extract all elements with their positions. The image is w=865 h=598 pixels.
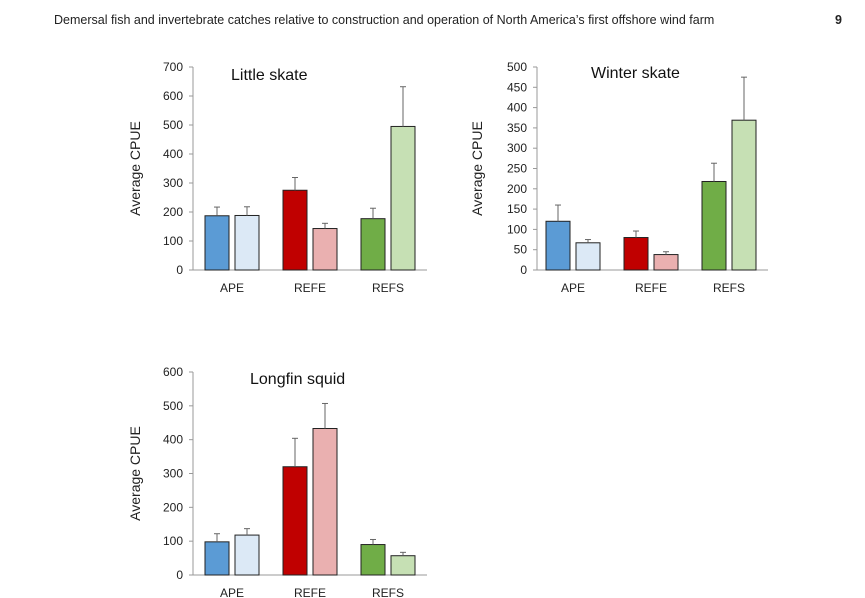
y-tick-label: 200: [163, 500, 183, 514]
y-tick-label: 0: [520, 263, 527, 277]
x-category-label-ape: APE: [561, 281, 585, 295]
y-tick-label: 300: [163, 176, 183, 190]
bar-refe-second: [312, 428, 338, 576]
chart-title: Winter skate: [591, 65, 680, 82]
x-category-label-refs: REFS: [713, 281, 745, 295]
bar-refs-first: [360, 544, 386, 576]
y-tick-label: 0: [176, 568, 183, 582]
bar-refs-second: [390, 125, 416, 271]
chart-winter-skate: 0 50 100 150 200 250 300 350 400 450 500 Average CP…: [469, 60, 768, 295]
chart-title: Little skate: [231, 67, 308, 84]
x-category-label-refe: REFE: [294, 586, 326, 598]
y-tick-label: 150: [507, 202, 527, 216]
bar-refe-first: [282, 189, 308, 271]
bar-refe-second: [653, 254, 679, 271]
x-category-label-refs: REFS: [372, 281, 404, 295]
x-category-label-ape: APE: [220, 281, 244, 295]
bar-ape-second: [234, 214, 260, 271]
y-tick-label: 300: [507, 141, 527, 155]
y-axis-title: Average CPUE: [469, 121, 485, 216]
bar-ape-first: [545, 220, 571, 271]
y-tick-label: 350: [507, 121, 527, 135]
bar-ape-second: [575, 242, 601, 271]
y-tick-label: 450: [507, 80, 527, 94]
y-tick-label: 250: [507, 162, 527, 176]
y-axis-title: Average CPUE: [127, 121, 143, 216]
y-tick-label: 600: [163, 365, 183, 379]
y-tick-label: 500: [163, 399, 183, 413]
bar-refe-first: [282, 466, 308, 576]
x-category-label-ape: APE: [220, 586, 244, 598]
y-tick-label: 100: [163, 234, 183, 248]
y-tick-label: 700: [163, 60, 183, 74]
y-tick-label: 600: [163, 89, 183, 103]
bar-refe-first: [623, 237, 649, 271]
chart-longfin-squid: 0 100 200 300 400 500 600 Average CPUE Longfin s…: [127, 365, 427, 598]
page-number: 9: [835, 13, 842, 27]
y-tick-label: 50: [514, 243, 528, 257]
x-category-label-refs: REFS: [372, 586, 404, 598]
y-tick-label: 100: [507, 222, 527, 236]
y-tick-label: 200: [507, 182, 527, 196]
y-tick-label: 0: [176, 263, 183, 277]
bar-refs-second: [390, 555, 416, 576]
y-tick-label: 100: [163, 534, 183, 548]
chart-little-skate: 0 100 200 300 400 500 600 700 Average CPUE Little…: [127, 60, 427, 295]
bar-refs-first: [701, 180, 727, 271]
bar-refs-first: [360, 218, 386, 271]
bar-refe-second: [312, 228, 338, 271]
y-tick-label: 300: [163, 467, 183, 481]
y-tick-label: 400: [163, 147, 183, 161]
y-tick-label: 200: [163, 205, 183, 219]
bar-refs-second: [731, 119, 757, 271]
chart-title: Longfin squid: [250, 371, 345, 388]
y-tick-label: 400: [507, 101, 527, 115]
x-category-label-refe: REFE: [294, 281, 326, 295]
y-tick-label: 400: [163, 433, 183, 447]
y-tick-label: 500: [507, 60, 527, 74]
bar-ape-first: [204, 215, 230, 271]
bar-ape-first: [204, 541, 230, 576]
x-category-label-refe: REFE: [635, 281, 667, 295]
bar-ape-second: [234, 534, 260, 576]
page-header-title: Demersal fish and invertebrate catches r…: [54, 13, 715, 27]
y-tick-label: 500: [163, 118, 183, 132]
y-axis-title: Average CPUE: [127, 426, 143, 521]
